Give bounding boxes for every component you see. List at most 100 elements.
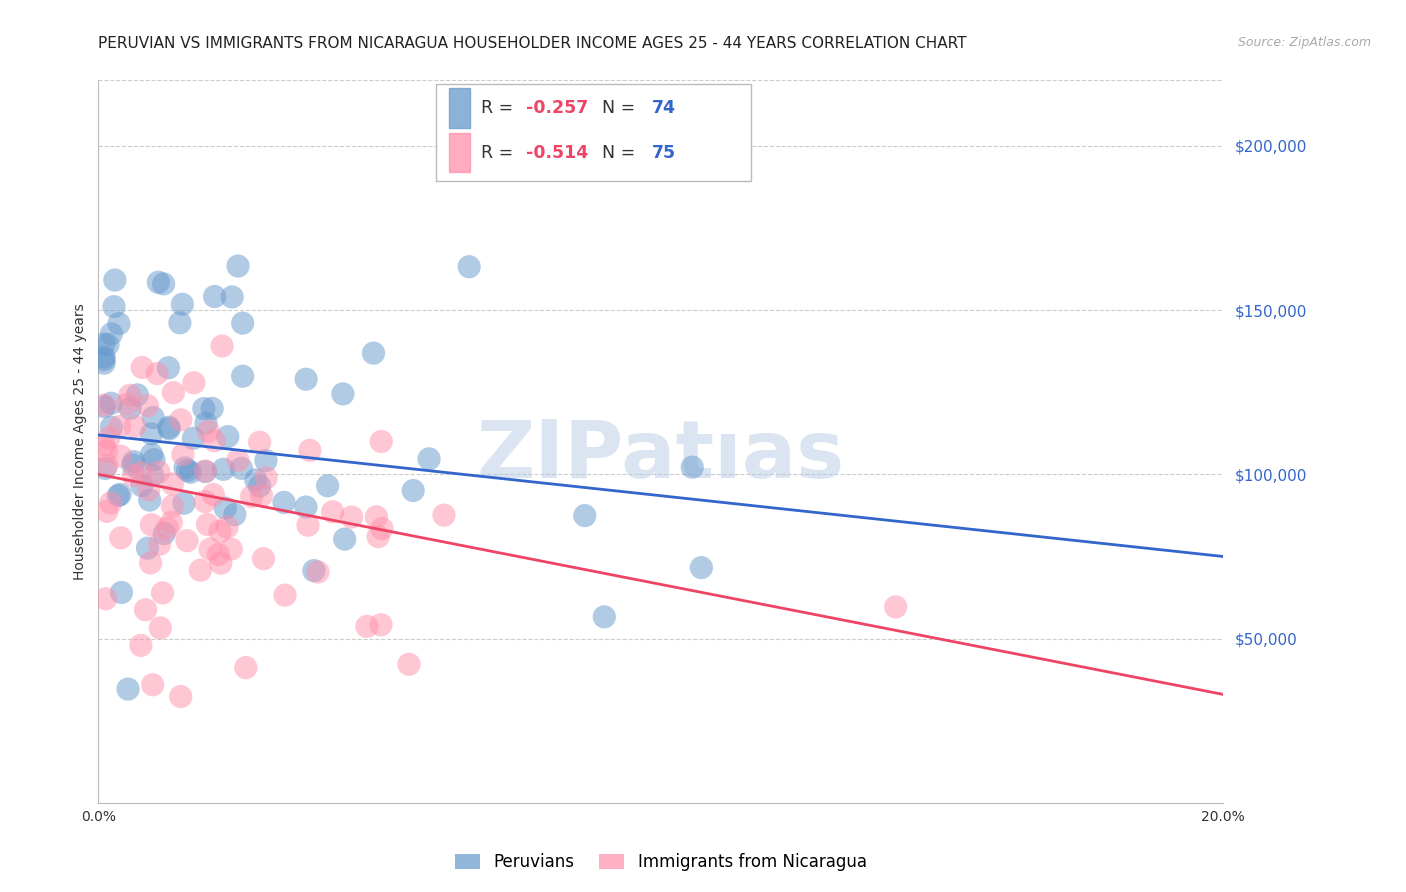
Point bbox=[249, 435, 271, 450]
Point bbox=[418, 451, 440, 466]
Point bbox=[96, 458, 118, 473]
Point bbox=[254, 453, 277, 467]
Point bbox=[681, 460, 703, 475]
Point bbox=[593, 610, 616, 624]
Text: ZIPatıas: ZIPatıas bbox=[477, 417, 845, 495]
Point bbox=[94, 461, 117, 475]
Point bbox=[231, 461, 253, 475]
Point bbox=[97, 431, 120, 445]
Point bbox=[195, 416, 218, 430]
Point bbox=[148, 465, 170, 479]
Point bbox=[107, 489, 129, 503]
Point bbox=[307, 565, 329, 579]
Point bbox=[690, 560, 713, 574]
Point bbox=[197, 517, 219, 532]
Point bbox=[93, 398, 115, 412]
Point bbox=[433, 508, 456, 523]
Point bbox=[100, 396, 122, 410]
Point bbox=[245, 473, 267, 487]
Point bbox=[108, 317, 131, 331]
Point bbox=[219, 542, 242, 557]
Point bbox=[136, 541, 159, 556]
Point bbox=[298, 443, 321, 458]
Text: -0.257: -0.257 bbox=[526, 99, 588, 117]
Point bbox=[146, 367, 169, 381]
Point bbox=[221, 290, 243, 304]
Point bbox=[162, 499, 184, 513]
Point bbox=[93, 438, 115, 452]
Point bbox=[157, 422, 180, 436]
Point bbox=[224, 508, 246, 522]
Point bbox=[141, 426, 163, 441]
Point bbox=[96, 504, 118, 518]
Point bbox=[93, 400, 115, 414]
Point bbox=[122, 468, 145, 483]
Point bbox=[170, 413, 193, 427]
Point bbox=[207, 548, 229, 562]
Point bbox=[201, 401, 224, 416]
Point bbox=[149, 621, 172, 635]
Point bbox=[152, 277, 174, 291]
Point bbox=[152, 586, 174, 600]
Point bbox=[96, 444, 118, 458]
Text: N =: N = bbox=[591, 144, 641, 161]
Point bbox=[212, 462, 235, 476]
Point bbox=[135, 603, 157, 617]
Point bbox=[124, 419, 146, 434]
Text: Source: ZipAtlas.com: Source: ZipAtlas.com bbox=[1237, 36, 1371, 49]
Text: R =: R = bbox=[481, 99, 519, 117]
Point bbox=[141, 447, 163, 461]
Point bbox=[148, 275, 170, 289]
Point bbox=[156, 521, 179, 535]
Point bbox=[202, 487, 225, 501]
Point bbox=[176, 463, 198, 477]
Point bbox=[363, 346, 385, 360]
Point bbox=[183, 376, 205, 390]
Point bbox=[240, 490, 263, 504]
Legend: Peruvians, Immigrants from Nicaragua: Peruvians, Immigrants from Nicaragua bbox=[449, 847, 873, 878]
Point bbox=[333, 532, 356, 546]
Y-axis label: Householder Income Ages 25 - 44 years: Householder Income Ages 25 - 44 years bbox=[73, 303, 87, 580]
Point bbox=[97, 337, 120, 351]
Point bbox=[226, 453, 249, 467]
Point bbox=[194, 464, 217, 478]
Point bbox=[193, 401, 215, 416]
Point bbox=[100, 496, 122, 510]
Point bbox=[884, 599, 907, 614]
Point bbox=[162, 385, 184, 400]
Point bbox=[94, 591, 117, 606]
Point bbox=[104, 273, 127, 287]
Point bbox=[172, 297, 194, 311]
Point bbox=[100, 420, 122, 434]
Point bbox=[197, 424, 219, 438]
Point bbox=[138, 483, 160, 497]
Text: R =: R = bbox=[481, 144, 519, 161]
Point bbox=[366, 509, 388, 524]
Point bbox=[340, 510, 363, 524]
Point bbox=[179, 465, 201, 479]
FancyBboxPatch shape bbox=[450, 133, 470, 172]
Point bbox=[148, 537, 170, 551]
Point bbox=[370, 434, 392, 449]
Point bbox=[302, 564, 325, 578]
Point bbox=[194, 494, 217, 508]
FancyBboxPatch shape bbox=[436, 84, 751, 181]
Point bbox=[157, 360, 180, 375]
Point bbox=[93, 337, 115, 351]
Point bbox=[250, 489, 273, 503]
Point bbox=[202, 434, 225, 448]
Point bbox=[370, 617, 392, 632]
Point bbox=[129, 466, 152, 480]
Point bbox=[110, 585, 132, 599]
Point bbox=[273, 495, 295, 509]
Point bbox=[217, 429, 239, 443]
Point bbox=[122, 455, 145, 469]
Text: N =: N = bbox=[591, 99, 641, 117]
Point bbox=[295, 372, 318, 386]
Point bbox=[110, 449, 132, 463]
Point bbox=[129, 638, 152, 652]
Point bbox=[136, 399, 159, 413]
Point bbox=[110, 531, 132, 545]
Point bbox=[93, 350, 115, 364]
Point bbox=[172, 448, 194, 462]
